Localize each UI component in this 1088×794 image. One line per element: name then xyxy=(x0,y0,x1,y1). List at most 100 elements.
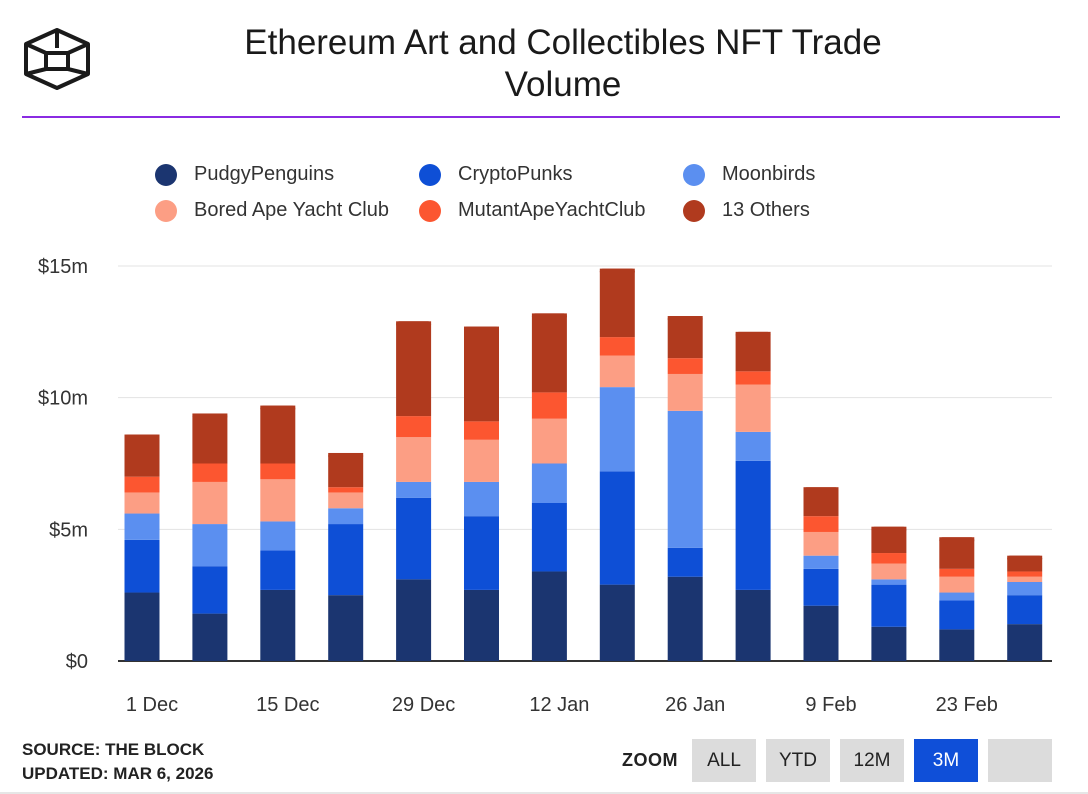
y-tick-label: $15m xyxy=(38,256,88,278)
bar-segment xyxy=(803,568,839,606)
legend-item[interactable]: CryptoPunks xyxy=(419,163,573,186)
bar-segment xyxy=(124,434,160,477)
bar-segment xyxy=(939,576,975,593)
bar-segment xyxy=(260,589,296,661)
bar-cap xyxy=(1007,555,1043,562)
legend-item[interactable]: MutantApeYachtClub xyxy=(419,199,646,222)
bar-segment xyxy=(599,268,635,338)
bar-segment xyxy=(260,405,296,464)
bar-cap xyxy=(803,487,839,494)
bar-segment xyxy=(396,481,432,498)
bar-segment xyxy=(192,481,228,525)
brand-logo xyxy=(24,28,90,90)
zoom-extra-button[interactable] xyxy=(988,739,1052,782)
y-tick-label: $0 xyxy=(66,651,88,673)
legend-label: PudgyPenguins xyxy=(194,163,335,185)
bar-segment xyxy=(599,355,635,388)
bar-segment xyxy=(667,547,703,577)
bar-segment xyxy=(531,418,567,464)
bar-segment xyxy=(735,589,771,661)
bar-segment xyxy=(260,521,296,551)
bar-cap xyxy=(667,316,703,323)
bar-segment xyxy=(328,487,364,493)
bar-cap xyxy=(328,452,364,459)
bar-segment xyxy=(1007,571,1043,577)
legend-item[interactable]: Moonbirds xyxy=(683,163,815,186)
bar-segment xyxy=(871,626,907,661)
zoom-all-button[interactable]: ALL xyxy=(692,739,756,782)
bar-segment xyxy=(396,437,432,482)
bar-segment xyxy=(531,392,567,419)
y-tick-label: $10m xyxy=(38,388,88,410)
bar-segment xyxy=(599,387,635,472)
bar-segment xyxy=(464,516,499,590)
bar-segment xyxy=(464,421,499,440)
bar-segment xyxy=(396,416,432,438)
bar-cap xyxy=(260,405,296,412)
bar-segment xyxy=(464,481,499,517)
legend-item[interactable]: Bored Ape Yacht Club xyxy=(155,199,389,222)
bar-segment xyxy=(667,410,703,548)
x-tick-label: 1 Dec xyxy=(126,694,178,716)
legend-marker-icon xyxy=(683,199,705,222)
bar-segment xyxy=(260,479,296,522)
bar-segment xyxy=(599,584,635,661)
x-tick-label: 29 Dec xyxy=(392,694,455,716)
y-tick-label: $5m xyxy=(49,519,88,541)
x-tick-label: 26 Jan xyxy=(665,694,725,716)
chart-legend: PudgyPenguins CryptoPunks Moonbirds Bored A… xyxy=(155,163,915,233)
updated-label: UPDATED: MAR 6, 2026 xyxy=(22,764,214,783)
bar-segment xyxy=(871,563,907,580)
bar-segment xyxy=(667,316,703,359)
stacked-bar-chart: $0 $5m $10m $15m 1 Dec 15 Dec 29 Dec 12 Jan 26 J… xyxy=(38,256,1052,716)
bar-segment xyxy=(735,431,771,461)
bar-segment xyxy=(531,571,567,661)
bar-segment xyxy=(939,600,975,630)
chart-title-line2: Volume xyxy=(504,65,622,104)
zoom-label: ZOOM xyxy=(622,750,678,770)
legend-marker-icon xyxy=(155,199,177,222)
bar-cap xyxy=(124,434,160,441)
legend-label: MutantApeYachtClub xyxy=(458,199,646,221)
bar-segment xyxy=(124,539,160,593)
legend-marker-icon xyxy=(155,163,177,186)
bar-cap xyxy=(871,526,907,533)
bar-segment xyxy=(735,331,771,372)
bar-segment xyxy=(1007,595,1043,625)
chart-footer: SOURCE: THE BLOCK UPDATED: MAR 6, 2026 xyxy=(22,738,213,786)
zoom-12m-button[interactable]: 12M xyxy=(840,739,904,782)
bar-segment xyxy=(871,584,907,627)
zoom-3m-button[interactable]: 3M xyxy=(914,739,978,782)
bar-segment xyxy=(396,321,432,417)
bar-cap xyxy=(464,326,499,333)
bar-cap xyxy=(531,313,567,320)
legend-item[interactable]: 13 Others xyxy=(683,199,810,222)
bar-segment xyxy=(1007,576,1043,582)
zoom-ytd-button[interactable]: YTD xyxy=(766,739,830,782)
bar-segment xyxy=(192,463,228,482)
bar-segment xyxy=(939,592,975,601)
bar-cap xyxy=(599,268,635,275)
bar-segment xyxy=(667,576,703,661)
bar-segment xyxy=(735,460,771,590)
legend-item[interactable]: PudgyPenguins xyxy=(155,163,334,186)
bar-segment xyxy=(328,508,364,525)
x-tick-label: 15 Dec xyxy=(256,694,319,716)
bar-segment xyxy=(464,326,499,422)
bar-segment xyxy=(1007,624,1043,661)
bar-segment xyxy=(531,503,567,572)
bar-segment xyxy=(871,553,907,564)
bar-segment xyxy=(464,439,499,482)
legend-label: 13 Others xyxy=(722,199,810,221)
zoom-controls: ZOOM ALL YTD 12M 3M xyxy=(622,739,1062,782)
bar-segment xyxy=(328,524,364,596)
bar-segment xyxy=(599,471,635,585)
bar-segment xyxy=(939,629,975,661)
bar-segment xyxy=(192,413,228,464)
bar-segment xyxy=(260,463,296,480)
legend-label: Bored Ape Yacht Club xyxy=(194,199,389,221)
bar-segment xyxy=(328,595,364,661)
bar-segment xyxy=(192,524,228,567)
x-tick-label: 9 Feb xyxy=(805,694,856,716)
bar-cap xyxy=(735,331,771,338)
